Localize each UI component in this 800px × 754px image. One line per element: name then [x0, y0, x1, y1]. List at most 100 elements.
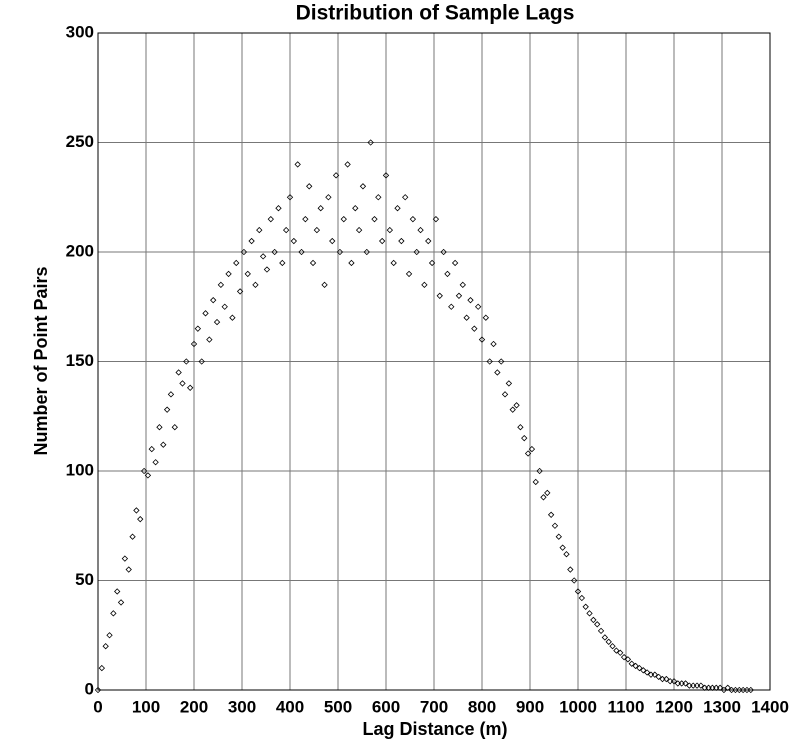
point — [655, 673, 662, 681]
point — [617, 649, 624, 656]
point — [98, 664, 106, 672]
point — [329, 237, 336, 245]
point — [509, 406, 516, 413]
point — [586, 610, 593, 617]
x-tick-label: 500 — [324, 697, 352, 716]
x-tick-label: 100 — [132, 697, 160, 716]
point — [398, 237, 405, 245]
point — [129, 533, 136, 540]
point — [524, 450, 532, 457]
point — [394, 205, 401, 212]
point — [286, 194, 294, 201]
point — [405, 270, 413, 278]
x-tick-label: 700 — [420, 697, 448, 716]
point — [348, 259, 355, 267]
point — [190, 340, 198, 348]
point — [252, 281, 259, 289]
point — [436, 292, 443, 299]
point — [378, 237, 386, 245]
x-tick-label: 800 — [468, 697, 496, 716]
y-tick-label: 300 — [66, 22, 94, 41]
point — [171, 424, 178, 431]
point — [451, 259, 459, 267]
point — [183, 358, 190, 365]
point — [163, 406, 171, 413]
point — [551, 522, 559, 529]
point — [309, 259, 317, 267]
point — [528, 445, 536, 453]
y-axis-label: Number of Point Pairs — [31, 266, 51, 455]
point — [532, 478, 539, 486]
x-tick-label: 300 — [228, 697, 256, 716]
point — [444, 270, 451, 278]
point — [137, 516, 144, 523]
point — [632, 662, 639, 670]
point — [248, 237, 255, 245]
point — [478, 336, 486, 343]
point — [570, 577, 578, 584]
point — [651, 671, 658, 678]
point — [117, 599, 125, 606]
point — [555, 533, 562, 540]
point — [494, 369, 501, 376]
point — [482, 314, 490, 321]
point — [421, 281, 428, 289]
point — [521, 434, 528, 442]
point — [233, 259, 240, 267]
point — [636, 664, 643, 672]
point — [167, 391, 175, 398]
point — [724, 684, 731, 691]
point — [114, 588, 121, 595]
point — [313, 226, 321, 234]
point — [693, 682, 701, 689]
point — [428, 259, 436, 267]
point — [747, 686, 754, 694]
point — [640, 667, 647, 674]
point — [574, 588, 582, 595]
point — [594, 621, 601, 628]
point — [186, 384, 194, 391]
point — [121, 555, 129, 562]
point — [678, 680, 685, 687]
point — [144, 472, 152, 479]
point — [567, 566, 574, 573]
point — [302, 215, 309, 223]
point — [359, 183, 367, 190]
y-tick-label: 50 — [75, 570, 94, 589]
point — [382, 172, 390, 179]
point — [474, 303, 482, 310]
point — [643, 669, 651, 676]
point — [459, 281, 466, 289]
y-tick-label: 150 — [66, 351, 94, 370]
x-tick-label: 1300 — [703, 697, 741, 716]
point — [175, 369, 182, 376]
y-tick-label: 100 — [66, 460, 94, 479]
point — [321, 281, 328, 289]
point — [148, 445, 155, 453]
point — [133, 507, 140, 514]
point — [202, 310, 209, 317]
point — [244, 270, 251, 278]
x-tick-label: 400 — [276, 697, 304, 716]
point — [94, 686, 102, 694]
point — [563, 551, 570, 558]
point — [125, 566, 132, 573]
point — [536, 467, 543, 475]
point — [624, 656, 632, 663]
point — [352, 205, 359, 212]
point — [467, 297, 474, 304]
point — [256, 226, 263, 234]
point — [613, 647, 620, 654]
y-tick-label: 0 — [85, 679, 94, 698]
y-tick-label: 250 — [66, 132, 94, 151]
point — [225, 270, 232, 278]
point — [697, 682, 705, 689]
point — [601, 634, 609, 641]
point — [440, 248, 447, 256]
point — [306, 183, 313, 190]
point — [663, 675, 670, 683]
x-tick-label: 200 — [180, 697, 208, 716]
point — [620, 653, 628, 661]
point — [597, 627, 605, 635]
point — [332, 172, 340, 179]
